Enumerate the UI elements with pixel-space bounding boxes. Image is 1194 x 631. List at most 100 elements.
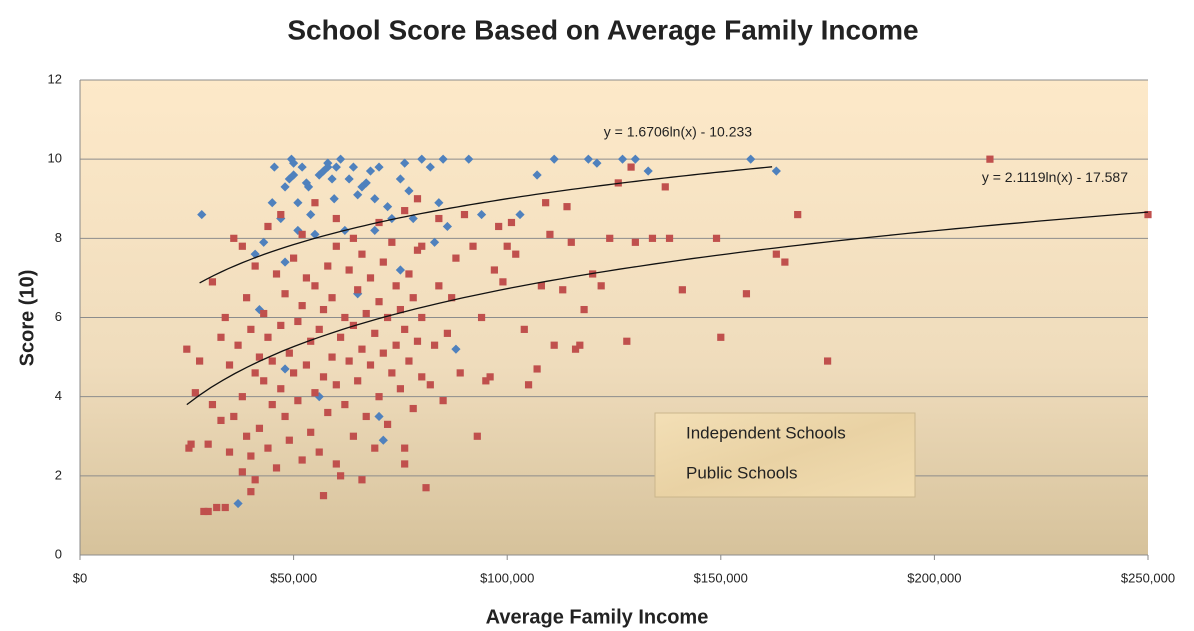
point xyxy=(469,242,477,250)
point xyxy=(617,154,628,164)
point xyxy=(379,258,387,266)
x-tick-label: $100,000 xyxy=(480,570,534,585)
point xyxy=(233,498,243,509)
point xyxy=(187,440,195,448)
point xyxy=(627,163,635,171)
point xyxy=(328,353,336,361)
point xyxy=(217,333,225,341)
point xyxy=(409,294,417,302)
point xyxy=(310,229,320,239)
point xyxy=(771,166,781,176)
point xyxy=(197,209,207,220)
point xyxy=(456,369,464,377)
point xyxy=(388,369,396,377)
point xyxy=(311,389,319,397)
y-tick-label: 0 xyxy=(55,546,62,561)
point xyxy=(329,194,339,204)
point xyxy=(413,246,422,254)
point xyxy=(426,381,434,389)
point xyxy=(361,178,371,188)
y-tick-label: 4 xyxy=(55,388,62,403)
point xyxy=(473,432,481,440)
point xyxy=(477,313,486,322)
point xyxy=(434,198,444,208)
point xyxy=(532,170,542,180)
point xyxy=(238,468,246,476)
y-tick-label: 10 xyxy=(48,151,62,166)
point xyxy=(225,448,234,456)
point xyxy=(301,178,312,188)
point xyxy=(452,254,460,262)
point xyxy=(238,393,246,401)
y-tick-label: 6 xyxy=(55,309,62,324)
point xyxy=(354,286,362,294)
point xyxy=(395,265,405,275)
point xyxy=(592,158,602,168)
point xyxy=(341,400,349,409)
point xyxy=(379,349,387,357)
point xyxy=(319,373,328,381)
point xyxy=(307,337,315,345)
point xyxy=(230,412,238,421)
point xyxy=(349,432,358,440)
point xyxy=(225,361,234,369)
legend: Independent Schools Public Schools xyxy=(654,412,916,498)
point xyxy=(183,345,191,353)
point xyxy=(395,174,405,184)
point xyxy=(387,213,397,224)
point xyxy=(358,476,366,484)
point xyxy=(251,369,259,377)
point xyxy=(370,225,380,236)
point xyxy=(336,333,345,341)
point xyxy=(280,257,290,267)
point xyxy=(413,337,422,345)
point xyxy=(234,341,242,349)
point xyxy=(303,182,314,192)
point xyxy=(191,389,199,397)
point xyxy=(374,411,384,422)
point xyxy=(280,364,290,374)
point xyxy=(366,361,375,369)
point xyxy=(1144,210,1152,219)
trendline xyxy=(199,166,773,284)
x-tick-label: $50,000 xyxy=(270,570,317,585)
point xyxy=(315,448,323,456)
point xyxy=(490,266,498,274)
trendline-equation: y = 1.6706ln(x) - 10.233 xyxy=(604,124,752,140)
point xyxy=(464,154,474,164)
x-tick-label: $250,000 xyxy=(1121,570,1175,585)
point xyxy=(289,170,299,180)
point xyxy=(250,249,260,259)
point xyxy=(476,209,487,220)
point xyxy=(247,325,255,333)
point xyxy=(567,238,575,246)
point xyxy=(520,325,528,333)
point xyxy=(298,456,306,464)
point xyxy=(515,209,525,220)
legend-label: Public Schools xyxy=(686,463,798,482)
point xyxy=(383,313,392,322)
point xyxy=(357,182,367,192)
point xyxy=(358,345,366,353)
y-tick-label: 2 xyxy=(55,467,62,482)
point xyxy=(429,237,440,247)
point xyxy=(294,317,302,326)
point xyxy=(289,158,299,168)
point xyxy=(221,503,229,512)
point xyxy=(243,294,251,302)
point xyxy=(442,221,452,232)
point xyxy=(335,154,346,164)
point xyxy=(460,210,469,219)
point xyxy=(503,242,511,250)
point xyxy=(512,250,520,258)
point xyxy=(290,369,298,377)
point xyxy=(665,234,674,242)
point xyxy=(401,325,409,333)
point xyxy=(583,154,593,164)
point xyxy=(448,294,456,302)
point xyxy=(486,373,494,381)
point xyxy=(388,238,396,246)
point xyxy=(260,309,268,318)
point xyxy=(268,400,276,409)
point xyxy=(824,357,832,365)
